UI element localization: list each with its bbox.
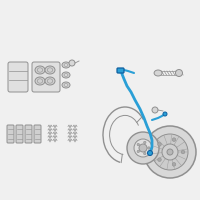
FancyBboxPatch shape — [32, 62, 60, 92]
Circle shape — [69, 60, 75, 66]
Circle shape — [152, 134, 188, 170]
Circle shape — [137, 150, 139, 153]
Circle shape — [144, 141, 146, 144]
Circle shape — [181, 150, 185, 154]
Ellipse shape — [62, 72, 70, 78]
Ellipse shape — [35, 66, 45, 74]
Circle shape — [172, 138, 176, 141]
Circle shape — [148, 147, 150, 149]
Ellipse shape — [45, 77, 55, 85]
Ellipse shape — [62, 82, 70, 88]
FancyBboxPatch shape — [16, 125, 23, 143]
Circle shape — [148, 150, 153, 156]
FancyBboxPatch shape — [7, 125, 14, 143]
Circle shape — [127, 132, 159, 164]
Circle shape — [144, 126, 196, 178]
Circle shape — [167, 149, 173, 155]
Circle shape — [158, 143, 161, 146]
Ellipse shape — [45, 66, 55, 74]
Ellipse shape — [154, 70, 162, 76]
Ellipse shape — [62, 62, 70, 68]
FancyBboxPatch shape — [25, 125, 32, 143]
Circle shape — [176, 70, 182, 76]
Circle shape — [134, 139, 152, 157]
Circle shape — [158, 158, 161, 161]
Circle shape — [163, 112, 167, 116]
Circle shape — [162, 144, 178, 160]
FancyBboxPatch shape — [34, 125, 41, 143]
Circle shape — [172, 163, 176, 166]
Circle shape — [139, 144, 147, 152]
Circle shape — [137, 143, 139, 146]
FancyBboxPatch shape — [117, 68, 124, 73]
Circle shape — [152, 107, 158, 113]
Ellipse shape — [35, 77, 45, 85]
FancyBboxPatch shape — [8, 62, 28, 92]
Circle shape — [144, 152, 146, 155]
